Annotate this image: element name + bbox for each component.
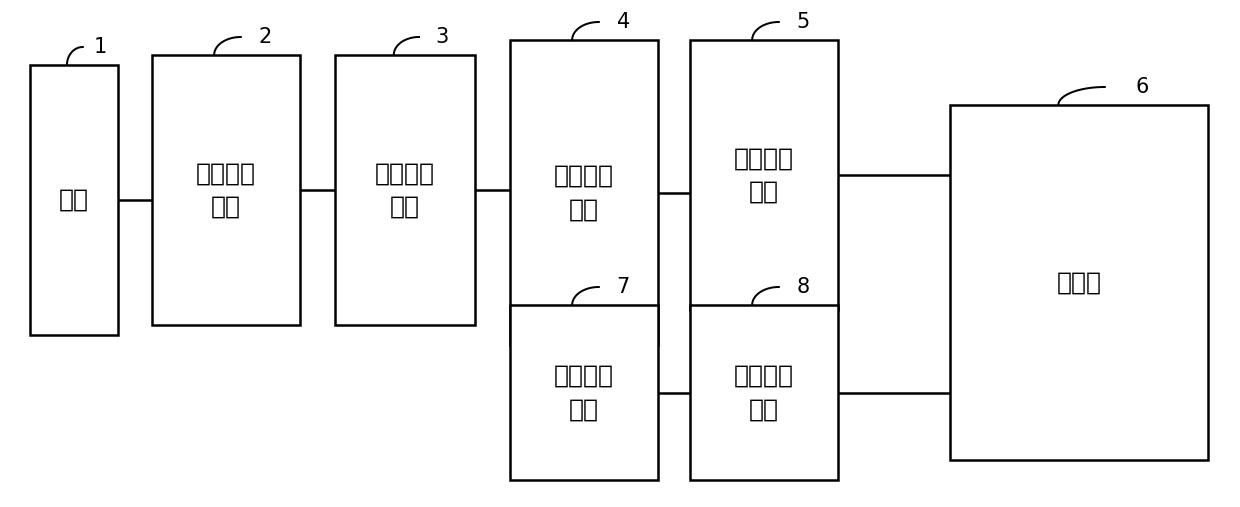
Text: 2: 2 <box>259 27 272 47</box>
Bar <box>153 55 300 325</box>
Text: 第二运放
模块: 第二运放 模块 <box>554 364 614 421</box>
Text: 第一运放
模块: 第一运放 模块 <box>554 164 614 221</box>
Bar <box>689 305 838 480</box>
Text: 1: 1 <box>93 37 107 57</box>
Text: 7: 7 <box>616 277 630 297</box>
Text: 处理器: 处理器 <box>1056 271 1101 295</box>
Bar <box>689 40 838 310</box>
Bar <box>30 65 118 335</box>
Text: 6: 6 <box>1136 77 1149 97</box>
Text: 3: 3 <box>435 27 449 47</box>
Bar <box>510 305 658 480</box>
Bar <box>335 55 475 325</box>
Text: 5: 5 <box>796 12 810 32</box>
Text: 隔离运放
模块: 隔离运放 模块 <box>374 161 435 219</box>
Text: 4: 4 <box>616 12 630 32</box>
Text: 电压采样
模块: 电压采样 模块 <box>196 161 255 219</box>
Text: 8: 8 <box>796 277 810 297</box>
Bar <box>950 105 1208 460</box>
Bar <box>510 40 658 345</box>
Text: 第二滤波
模块: 第二滤波 模块 <box>734 364 794 421</box>
Text: 第一滤波
模块: 第一滤波 模块 <box>734 146 794 204</box>
Text: 电池: 电池 <box>60 188 89 212</box>
